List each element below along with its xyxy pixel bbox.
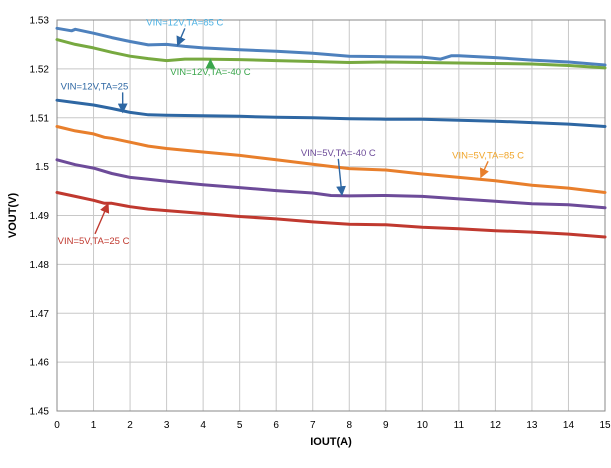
x-tick-label: 14	[563, 420, 575, 431]
series-line	[55, 38, 607, 70]
series-line	[55, 125, 607, 194]
annotation-arrow	[479, 161, 489, 179]
x-tick-label: 9	[383, 420, 389, 431]
annotation-label: VIN=12V,TA=25	[61, 81, 129, 92]
x-axis-title: IOUT(A)	[310, 436, 352, 448]
y-axis-title: VOUT(V)	[7, 193, 19, 239]
x-tick-label: 5	[237, 420, 243, 431]
tick-labels: 1.451.461.471.481.491.51.511.521.530 1 2 3 4…	[30, 16, 611, 432]
x-tick-label: 6	[273, 420, 279, 431]
annotation-label: VIN=5V,TA=85 C	[452, 150, 524, 161]
y-tick-label: 1.49	[30, 211, 50, 222]
annotation-label: VIN=5V,TA=-40 C	[301, 148, 376, 159]
annotation-arrow	[336, 158, 346, 196]
y-tick-label: 1.47	[30, 309, 50, 320]
x-tick-label: 10	[417, 420, 429, 431]
x-tick-label: 1	[91, 420, 97, 431]
x-tick-label: 8	[346, 420, 352, 431]
x-tick-label: 13	[526, 420, 538, 431]
y-tick-label: 1.53	[30, 16, 50, 27]
x-tick-label: 3	[164, 420, 170, 431]
plot-area	[56, 19, 606, 412]
x-tick-label: 7	[310, 420, 316, 431]
annotation-arrow	[94, 202, 110, 235]
y-tick-label: 1.48	[30, 260, 50, 271]
annotation-label: VIN=12V,TA=-40 C	[170, 67, 250, 78]
y-tick-label: 1.46	[30, 358, 50, 369]
x-tick-label: 15	[599, 420, 611, 431]
annotation-label: VIN=5V,TA=25 C	[58, 236, 130, 247]
y-tick-label: 1.52	[30, 64, 50, 75]
y-tick-label: 1.5	[35, 162, 49, 173]
x-tick-label: 4	[200, 420, 206, 431]
x-tick-label: 0	[54, 420, 60, 431]
series-line	[55, 98, 607, 128]
x-tick-label: 11	[454, 420, 465, 431]
y-tick-label: 1.51	[30, 113, 50, 124]
annotation-label: VIN=12V,TA=85 C	[146, 17, 223, 28]
x-tick-label: 12	[490, 420, 502, 431]
y-tick-label: 1.45	[30, 407, 50, 418]
annotations: VIN=12V,TA=85 C VIN=12V,TA=-40 C VIN=12V,T…	[58, 17, 525, 246]
series-lines	[55, 26, 607, 239]
series-line	[55, 158, 607, 210]
x-tick-label: 2	[127, 420, 133, 431]
annotation-arrow	[176, 28, 186, 47]
series-line	[55, 26, 607, 67]
